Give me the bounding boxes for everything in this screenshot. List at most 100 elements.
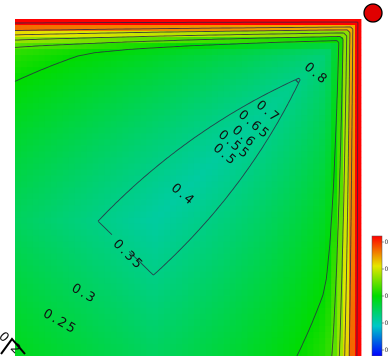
heatmap-cell bbox=[313, 301, 320, 309]
heatmap-cell bbox=[343, 211, 350, 218]
heatmap-cell bbox=[355, 199, 362, 206]
heatmap-cell bbox=[241, 175, 249, 182]
heatmap-cell bbox=[98, 31, 105, 38]
heatmap-cell bbox=[68, 25, 76, 32]
heatmap-cell bbox=[140, 241, 147, 249]
heatmap-cell bbox=[80, 115, 87, 122]
heatmap-cell bbox=[80, 211, 87, 218]
heatmap-cell bbox=[355, 175, 362, 182]
heatmap-cell bbox=[253, 43, 260, 50]
heatmap-cell bbox=[44, 157, 52, 164]
heatmap-cell bbox=[223, 229, 231, 237]
heatmap-cell bbox=[277, 319, 284, 327]
heatmap-cell bbox=[176, 49, 183, 56]
heatmap-cell bbox=[128, 61, 135, 68]
heatmap-cell bbox=[116, 307, 123, 315]
heatmap-cell bbox=[140, 37, 147, 44]
heatmap-cell bbox=[211, 85, 219, 92]
heatmap-cell bbox=[325, 163, 332, 170]
heatmap-cell bbox=[211, 181, 219, 188]
heatmap-cell bbox=[104, 319, 111, 327]
heatmap-cell bbox=[325, 31, 332, 38]
heatmap-cell bbox=[56, 85, 64, 92]
heatmap-cell bbox=[253, 223, 260, 231]
heatmap-cell bbox=[164, 325, 171, 333]
heatmap-cell bbox=[44, 259, 52, 267]
heatmap-cell bbox=[98, 91, 105, 98]
heatmap-cell bbox=[235, 325, 243, 333]
heatmap-cell bbox=[68, 247, 76, 255]
heatmap-cell bbox=[307, 295, 314, 303]
heatmap-cell bbox=[253, 211, 260, 218]
heatmap-cell bbox=[307, 37, 314, 44]
heatmap-cell bbox=[26, 157, 34, 164]
heatmap-cell bbox=[301, 235, 308, 243]
heatmap-cell bbox=[158, 259, 165, 267]
heatmap-cell bbox=[122, 151, 129, 158]
heatmap-cell bbox=[313, 43, 320, 50]
heatmap-cell bbox=[62, 295, 70, 303]
heatmap-cell bbox=[32, 145, 40, 152]
heatmap-cell bbox=[62, 211, 70, 218]
heatmap-cell bbox=[164, 307, 171, 315]
heatmap-cell bbox=[32, 325, 40, 333]
heatmap-cell bbox=[152, 145, 159, 152]
heatmap-cell bbox=[313, 121, 320, 128]
heatmap-cell bbox=[301, 265, 308, 273]
heatmap-cell bbox=[140, 337, 147, 345]
heatmap-cell bbox=[176, 103, 183, 110]
heatmap-cell bbox=[355, 283, 362, 291]
heatmap-cell bbox=[74, 49, 82, 56]
heatmap-cell bbox=[86, 307, 93, 315]
heatmap-cell bbox=[116, 31, 123, 38]
heatmap-cell bbox=[193, 181, 201, 188]
heatmap-cell bbox=[140, 163, 147, 170]
heatmap-cell bbox=[146, 55, 153, 62]
heatmap-cell bbox=[20, 169, 28, 176]
heatmap-cell bbox=[104, 343, 111, 351]
heatmap-cell bbox=[15, 97, 22, 104]
heatmap-cell bbox=[188, 265, 195, 273]
heatmap-cell bbox=[62, 109, 70, 116]
heatmap-cell bbox=[140, 295, 147, 303]
heatmap-cell bbox=[176, 97, 183, 104]
heatmap-cell bbox=[182, 205, 189, 212]
heatmap-cell bbox=[337, 349, 344, 356]
heatmap-cell bbox=[265, 277, 272, 285]
heatmap-cell bbox=[56, 343, 64, 351]
heatmap-cell bbox=[283, 121, 290, 128]
heatmap-cell bbox=[80, 79, 87, 86]
heatmap-cell bbox=[32, 121, 40, 128]
heatmap-cell bbox=[247, 181, 255, 188]
heatmap-cell bbox=[86, 157, 93, 164]
heatmap-cell bbox=[199, 37, 207, 44]
heatmap-cell bbox=[325, 223, 332, 231]
heatmap-cell bbox=[20, 247, 28, 255]
heatmap-cell bbox=[193, 229, 201, 237]
heatmap-cell bbox=[217, 193, 225, 200]
heatmap-cell bbox=[337, 301, 344, 309]
heatmap-cell bbox=[217, 85, 225, 92]
heatmap-cell bbox=[205, 277, 213, 285]
heatmap-cell bbox=[146, 181, 153, 188]
heatmap-cell bbox=[176, 85, 183, 92]
heatmap-cell bbox=[217, 295, 225, 303]
heatmap-cell bbox=[277, 331, 284, 339]
heatmap-cell bbox=[80, 49, 87, 56]
heatmap-cell bbox=[289, 277, 296, 285]
heatmap-cell bbox=[355, 133, 362, 140]
heatmap-cell bbox=[188, 343, 195, 351]
heatmap-cell bbox=[68, 121, 76, 128]
heatmap-cell bbox=[146, 325, 153, 333]
heatmap-cell bbox=[355, 343, 362, 351]
heatmap-cell bbox=[20, 313, 28, 321]
heatmap-cell bbox=[307, 313, 314, 321]
heatmap-cell bbox=[325, 283, 332, 291]
heatmap-cell bbox=[223, 319, 231, 327]
heatmap-cell bbox=[277, 97, 284, 104]
heatmap-cell bbox=[170, 85, 177, 92]
heatmap-cell bbox=[116, 25, 123, 32]
heatmap-cell bbox=[15, 109, 22, 116]
heatmap-cell bbox=[223, 331, 231, 339]
heatmap-cell bbox=[319, 139, 326, 146]
